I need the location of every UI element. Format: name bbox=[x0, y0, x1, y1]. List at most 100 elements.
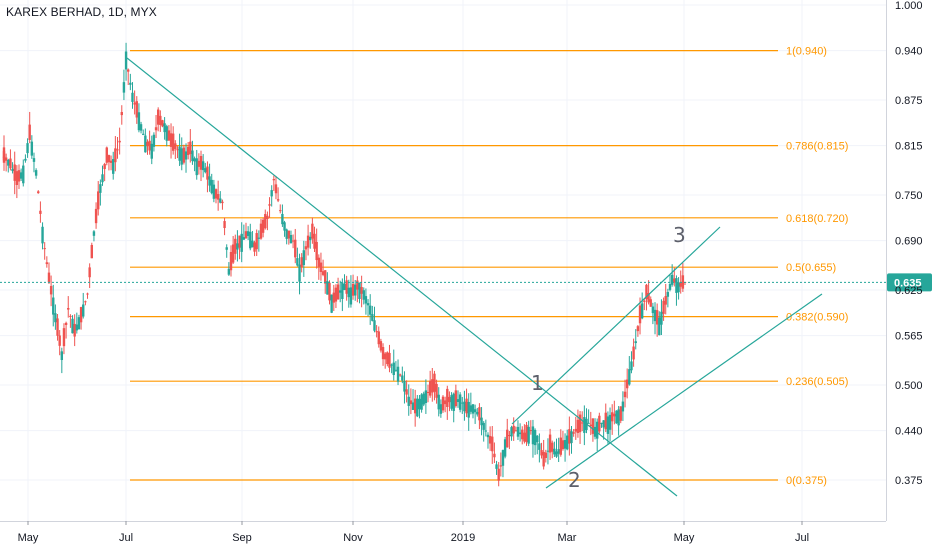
candle-body bbox=[13, 164, 16, 181]
candle-body bbox=[345, 280, 348, 294]
candle-body bbox=[199, 156, 203, 170]
candle-body bbox=[328, 282, 331, 301]
candle-body bbox=[401, 375, 404, 381]
candle-body bbox=[281, 213, 284, 225]
y-tick-label: 0.375 bbox=[895, 475, 923, 487]
trendlines bbox=[126, 57, 823, 497]
candle-body bbox=[144, 135, 147, 153]
candle-body bbox=[184, 151, 188, 160]
candle-body bbox=[632, 346, 635, 360]
trend-line[interactable] bbox=[545, 293, 823, 489]
candle-body bbox=[186, 146, 190, 155]
candle-body bbox=[578, 414, 582, 433]
candle-body bbox=[62, 328, 66, 347]
candle-body bbox=[655, 310, 659, 325]
candle-body bbox=[94, 208, 98, 224]
candle-body bbox=[388, 352, 391, 368]
candle-body bbox=[368, 305, 372, 315]
wave-labels: 1 2 3 bbox=[531, 223, 686, 492]
candle-body bbox=[373, 320, 376, 331]
candle-body bbox=[572, 432, 575, 434]
candle-body bbox=[45, 262, 49, 265]
candle-body bbox=[276, 199, 280, 201]
candle-body bbox=[114, 148, 117, 163]
candle-body bbox=[304, 246, 308, 250]
candle-body bbox=[261, 219, 265, 233]
candle-body bbox=[71, 318, 74, 334]
candle-body bbox=[411, 402, 415, 410]
candle-body bbox=[326, 281, 329, 295]
candle-body bbox=[223, 221, 226, 229]
candle-body bbox=[679, 281, 682, 287]
candle-body bbox=[343, 283, 346, 290]
y-tick-label: 0.690 bbox=[895, 236, 923, 248]
candle-body bbox=[583, 417, 586, 433]
candle-body bbox=[371, 314, 374, 321]
candle-body bbox=[439, 404, 443, 414]
candle-body bbox=[298, 264, 301, 282]
candle-body bbox=[478, 407, 481, 421]
candle-body bbox=[37, 191, 40, 194]
candle-body bbox=[120, 112, 123, 116]
candle-body bbox=[540, 449, 543, 456]
candle-body bbox=[407, 396, 410, 406]
x-tick-label: 2019 bbox=[451, 532, 475, 544]
candle-body bbox=[268, 204, 271, 206]
candle-body bbox=[124, 51, 128, 70]
candle-body bbox=[238, 235, 241, 248]
candle-body bbox=[291, 240, 295, 242]
candle-body bbox=[15, 171, 19, 185]
candle-body bbox=[195, 158, 198, 176]
candle-body bbox=[362, 290, 365, 300]
candle-body bbox=[638, 305, 642, 324]
candle-body bbox=[591, 418, 595, 434]
fib-retracement: 1(0.940) 0.786(0.815) 0.618(0.720) 0.5(0.65… bbox=[130, 46, 848, 487]
candle-body bbox=[396, 366, 400, 382]
candle-body bbox=[313, 233, 316, 249]
candle-body bbox=[424, 390, 428, 404]
candle-body bbox=[448, 396, 451, 403]
candle-body bbox=[279, 210, 282, 212]
candle-body bbox=[523, 432, 526, 442]
candle-body bbox=[589, 424, 592, 427]
candle-body bbox=[214, 189, 218, 199]
candle-body bbox=[103, 163, 106, 170]
y-tick-label: 0.940 bbox=[895, 46, 923, 58]
candle-body bbox=[587, 422, 590, 424]
candle-body bbox=[137, 112, 141, 131]
candle-body bbox=[159, 115, 162, 125]
candle-body bbox=[615, 410, 618, 424]
candle-body bbox=[189, 141, 192, 155]
candle-body bbox=[251, 240, 254, 248]
candle-body bbox=[163, 123, 166, 133]
candle-body bbox=[7, 159, 10, 166]
candle-body bbox=[266, 215, 269, 219]
fib-level-label: 0.618(0.720) bbox=[786, 213, 848, 225]
candle-body bbox=[606, 416, 610, 434]
fib-level-label: 0.786(0.815) bbox=[786, 141, 848, 153]
candle-body bbox=[229, 252, 233, 271]
candle-body bbox=[221, 201, 224, 204]
y-tick-label: 0.565 bbox=[895, 331, 923, 343]
candle-body bbox=[546, 450, 550, 452]
candle-body bbox=[17, 170, 21, 182]
candle-body bbox=[670, 274, 674, 285]
trend-line[interactable] bbox=[511, 226, 721, 425]
candle-body bbox=[152, 134, 156, 147]
candle-body bbox=[643, 300, 646, 302]
trend-line[interactable] bbox=[126, 57, 678, 497]
candle-body bbox=[516, 426, 520, 437]
candle-body bbox=[613, 413, 616, 417]
candle-body bbox=[249, 231, 252, 249]
candle-body bbox=[112, 159, 115, 174]
candle-body bbox=[289, 234, 293, 244]
last-price-label: 0.635 bbox=[894, 277, 922, 289]
candle-body bbox=[150, 143, 153, 159]
candle-body bbox=[510, 427, 513, 437]
x-tick-label: May bbox=[18, 532, 39, 544]
candle-body bbox=[531, 426, 535, 445]
candle-body bbox=[542, 451, 545, 467]
candle-body bbox=[480, 417, 483, 426]
